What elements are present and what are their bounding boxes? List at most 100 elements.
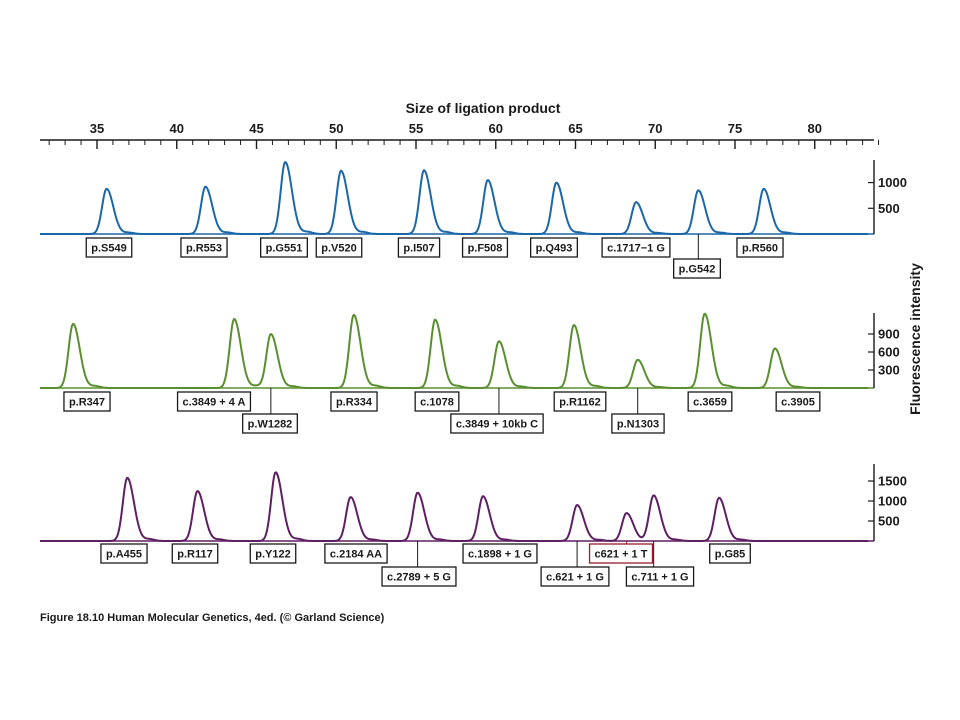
peak-label: c.3905 [775, 391, 821, 412]
panel-3: 500 1000 1500 p.A455 p.R117 p.Y122 c.2184 AA c.… [40, 464, 907, 587]
peak-label-text: p.Y122 [255, 549, 290, 561]
x-tick-label: 80 [808, 121, 822, 136]
peak-label: p.R347 [63, 391, 111, 412]
peak-label-text: p.R117 [177, 549, 212, 561]
peak-label: c.711 + 1 G [625, 566, 695, 587]
peak-label-text: c621 + 1 T [595, 549, 648, 561]
peak-label-text: p.I507 [403, 243, 434, 255]
peak-label: p.W1282 [242, 413, 298, 434]
y-tick-label: 300 [878, 363, 900, 378]
peak-label-box [709, 543, 751, 564]
peak-label-box [461, 237, 509, 258]
peak-label: p.R560 [736, 237, 784, 258]
peak-label-text: c.711 + 1 G [631, 572, 688, 584]
peak-label-text: p.R1162 [559, 397, 601, 409]
series-trace [40, 471, 868, 542]
peak-label-box [625, 566, 695, 587]
peak-label-box [775, 391, 821, 412]
peak-label: c.1078 [414, 391, 460, 412]
figure-caption: Figure 18.10 Human Molecular Genetics, 4… [40, 612, 385, 624]
peak-label: p.G542 [673, 258, 721, 279]
peak-label: p.F508 [461, 237, 509, 258]
y-tick-label: 900 [878, 327, 900, 342]
x-tick-label: 40 [170, 121, 184, 136]
peak-label-box [673, 258, 721, 279]
peak-label: p.R553 [180, 237, 228, 258]
peak-label: p.R117 [171, 543, 219, 564]
x-tick-label: 70 [648, 121, 662, 136]
peak-label-box [180, 237, 228, 258]
peak-label-text: p.W1282 [248, 419, 293, 431]
peak-label-box [63, 391, 111, 412]
x-tick-label: 45 [249, 121, 263, 136]
panel-2: 300 600 900 p.R347 c.3849 + 4 Ap.W1282 p.R334… [40, 312, 900, 434]
peak-label-box [324, 543, 388, 564]
peak-label-box [249, 543, 297, 564]
peak-label: p.A455 [100, 543, 148, 564]
series-trace [40, 312, 868, 389]
peak-label: c.1898 + 1 G [462, 543, 538, 564]
peak-label-box [530, 237, 578, 258]
peak-label: c.3849 + 4 A [176, 391, 252, 412]
x-tick-label: 60 [489, 121, 503, 136]
peak-label-box [611, 413, 665, 434]
peak-label: c.2184 AA [324, 543, 388, 564]
peak-label: c.2789 + 5 G [381, 566, 457, 587]
peak-label-text: c.621 + 1 G [546, 572, 604, 584]
x-tick-label: 55 [409, 121, 423, 136]
peak-label-box [100, 543, 148, 564]
peak-label-text: p.G551 [266, 243, 303, 255]
peak-label: p.R1162 [553, 391, 607, 412]
peak-label: c.621 + 1 G [540, 566, 610, 587]
peak-label-text: p.S549 [91, 243, 126, 255]
peak-label-box [171, 543, 219, 564]
peak-label: c621 + 1 T [588, 543, 654, 564]
peak-label-text: p.R334 [336, 397, 373, 409]
peak-label: p.R334 [330, 391, 378, 412]
peak-label-text: p.F508 [468, 243, 503, 255]
peak-label-text: p.Q493 [536, 243, 573, 255]
peak-label-box [315, 237, 363, 258]
x-axis-title: Size of ligation product [406, 100, 561, 116]
peak-label-box [553, 391, 607, 412]
x-tick-label: 65 [568, 121, 582, 136]
peak-label-text: c.3849 + 4 A [183, 397, 246, 409]
series-trace [40, 161, 868, 235]
peak-label: p.V520 [315, 237, 363, 258]
y-tick-label: 500 [878, 514, 900, 529]
peak-label-text: c.3905 [781, 397, 815, 409]
peak-label-text: p.V520 [321, 243, 356, 255]
peak-label: p.G85 [709, 543, 751, 564]
peak-label-text: p.R553 [186, 243, 222, 255]
peak-label-box [450, 413, 544, 434]
peak-label-box [687, 391, 733, 412]
peak-label-text: c.1717−1 G [607, 243, 665, 255]
y-tick-label: 1500 [878, 474, 907, 489]
chart-panels: 500 1000 p.S549 p.R553 p.G551 p.V520 p.I507 p.F… [40, 160, 907, 587]
peak-label-box [85, 237, 133, 258]
y-tick-label: 1000 [878, 175, 907, 190]
peak-label-text: p.R347 [69, 397, 105, 409]
y-tick-label: 600 [878, 345, 900, 360]
y-axis-title: Fluorescence intensity [907, 263, 923, 415]
peak-label-box [242, 413, 298, 434]
peak-label-box [330, 391, 378, 412]
peak-label-box [414, 391, 460, 412]
peak-label-text: p.N1303 [617, 419, 659, 431]
x-tick-label: 50 [329, 121, 343, 136]
peak-label-box [397, 237, 441, 258]
peak-label-text: c.1898 + 1 G [468, 549, 532, 561]
peak-label-box [601, 237, 671, 258]
peak-label: p.I507 [397, 237, 441, 258]
peak-label: p.G551 [260, 237, 308, 258]
peak-label: p.Q493 [530, 237, 578, 258]
peak-label: c.3659 [687, 391, 733, 412]
peak-label-text: c.2789 + 5 G [387, 572, 451, 584]
peak-label-text: p.G85 [715, 549, 746, 561]
peak-label-box [381, 566, 457, 587]
panel-1: 500 1000 p.S549 p.R553 p.G551 p.V520 p.I507 p.F… [40, 160, 907, 279]
peak-label-box [260, 237, 308, 258]
peak-label-box [540, 566, 610, 587]
x-axis: Size of ligation product 35 40 45 50 55 60 65 7… [40, 100, 880, 149]
peak-label-box [588, 543, 654, 564]
